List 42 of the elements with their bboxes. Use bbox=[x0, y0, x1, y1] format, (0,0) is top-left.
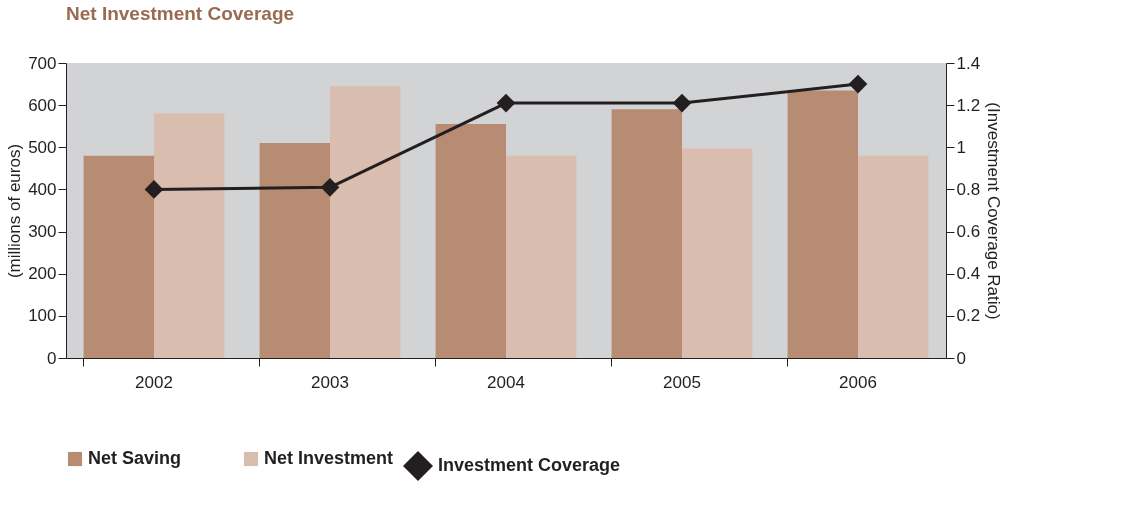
bar bbox=[259, 143, 330, 358]
y-tick-label: 400 bbox=[28, 179, 57, 199]
x-tick-label: 2004 bbox=[487, 372, 525, 392]
y2-tick-label: 1 bbox=[956, 137, 966, 157]
y-tick-label: 100 bbox=[28, 306, 57, 326]
point bbox=[144, 180, 164, 199]
y2-tick-label: 1.4 bbox=[956, 53, 981, 73]
y2-tick-label: 0.2 bbox=[956, 306, 981, 326]
x-tick-label: 2002 bbox=[135, 372, 173, 392]
y-axis-title: (millions of euros) bbox=[5, 143, 25, 279]
x-tick-label: 2003 bbox=[311, 372, 349, 392]
y2-tick-label: 0.8 bbox=[956, 179, 981, 199]
bar bbox=[858, 155, 929, 358]
point bbox=[320, 177, 340, 197]
y2-tick-label: 0.6 bbox=[956, 222, 981, 242]
y-tick-label: 200 bbox=[28, 264, 57, 284]
point bbox=[496, 93, 516, 113]
y-tick-label: 600 bbox=[28, 95, 57, 115]
bar bbox=[435, 124, 506, 358]
bar bbox=[682, 148, 753, 358]
bar bbox=[330, 86, 401, 358]
x-tick-label: 2006 bbox=[839, 372, 877, 392]
bar bbox=[611, 109, 682, 358]
chart-title: Net Investment Coverage bbox=[66, 3, 295, 24]
y2-tick-label: 0.4 bbox=[956, 264, 981, 284]
bar bbox=[83, 155, 154, 358]
y-tick-label: 700 bbox=[28, 53, 57, 73]
y2-tick-label: 1.2 bbox=[956, 95, 981, 115]
legend-label: Net Investment bbox=[264, 448, 394, 468]
y-tick-label: 500 bbox=[28, 137, 57, 157]
legend-label: Net Saving bbox=[88, 448, 182, 468]
point bbox=[848, 74, 868, 94]
bar bbox=[787, 90, 858, 358]
bar bbox=[506, 155, 577, 358]
x-tick-label: 2005 bbox=[663, 372, 701, 392]
y2-axis-title: (Investment Coverage Ratio) bbox=[984, 102, 1004, 320]
y2-tick-label: 0 bbox=[956, 348, 966, 368]
bar bbox=[154, 113, 225, 358]
y-tick-label: 0 bbox=[47, 348, 57, 368]
legend-label: Investment Coverage bbox=[438, 455, 621, 475]
point bbox=[672, 93, 692, 113]
y-tick-label: 300 bbox=[28, 222, 57, 242]
